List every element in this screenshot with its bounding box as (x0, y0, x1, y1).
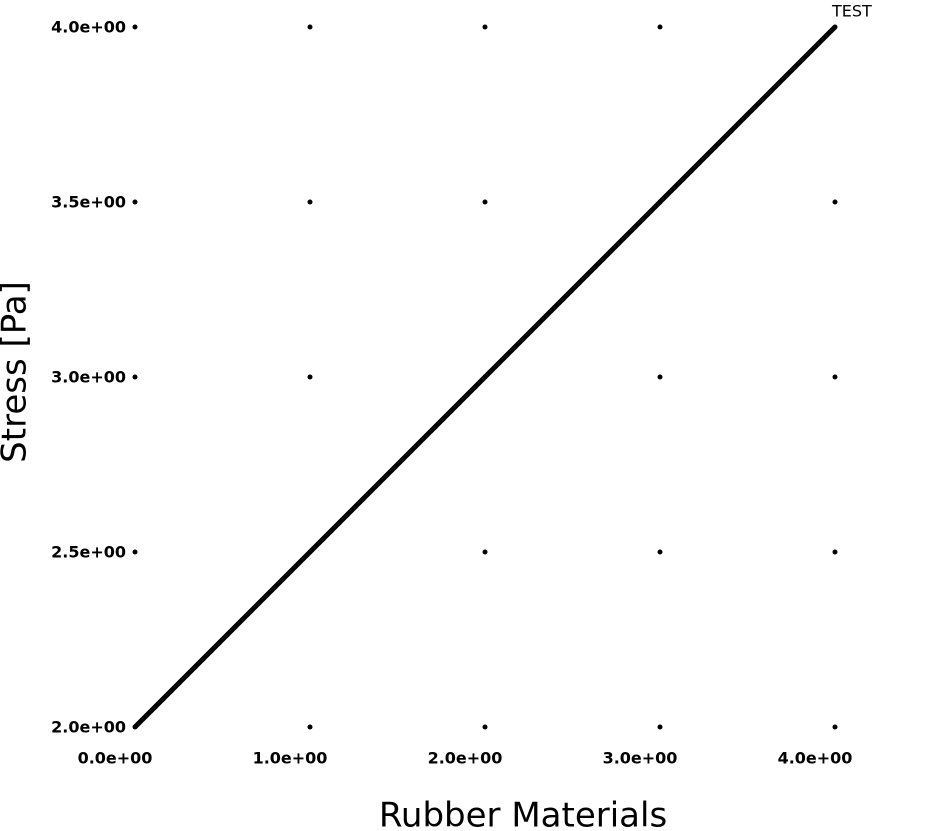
grid-dot (832, 199, 838, 205)
grid-dot (132, 199, 138, 205)
grid-dot (832, 724, 838, 730)
x-tick-label: 3.0e+00 (603, 749, 678, 768)
y-tick-label: 3.5e+00 (51, 193, 126, 212)
x-axis-label: Rubber Materials (379, 796, 667, 831)
x-tick-label: 4.0e+00 (778, 749, 853, 768)
grid-dot (307, 724, 313, 730)
data-line (133, 25, 837, 729)
grid-dot (132, 549, 138, 555)
grid-dot (307, 24, 313, 30)
y-tick-label: 2.5e+00 (51, 543, 126, 562)
grid-dot (657, 724, 663, 730)
grid-dot (307, 199, 313, 205)
grid-dot (832, 549, 838, 555)
grid-dot (132, 24, 138, 30)
y-axis-label: Stress [Pa] (0, 281, 35, 463)
y-tick-label: 4.0e+00 (51, 18, 126, 37)
x-tick-label: 1.0e+00 (253, 749, 328, 768)
y-tick-label: 3.0e+00 (51, 368, 126, 387)
grid-dot (482, 724, 488, 730)
grid-dot (657, 549, 663, 555)
x-tick-label: 0.0e+00 (78, 749, 153, 768)
grid-dot (307, 374, 313, 380)
grid-dot (832, 374, 838, 380)
grid-dot (132, 374, 138, 380)
grid-dot (657, 374, 663, 380)
grid-dot (482, 24, 488, 30)
grid-dot (482, 549, 488, 555)
annotation: TEST (831, 2, 872, 21)
grid-dot (482, 199, 488, 205)
x-tick-label: 2.0e+00 (428, 749, 503, 768)
grid-dot (657, 24, 663, 30)
y-tick-label: 2.0e+00 (51, 718, 126, 737)
